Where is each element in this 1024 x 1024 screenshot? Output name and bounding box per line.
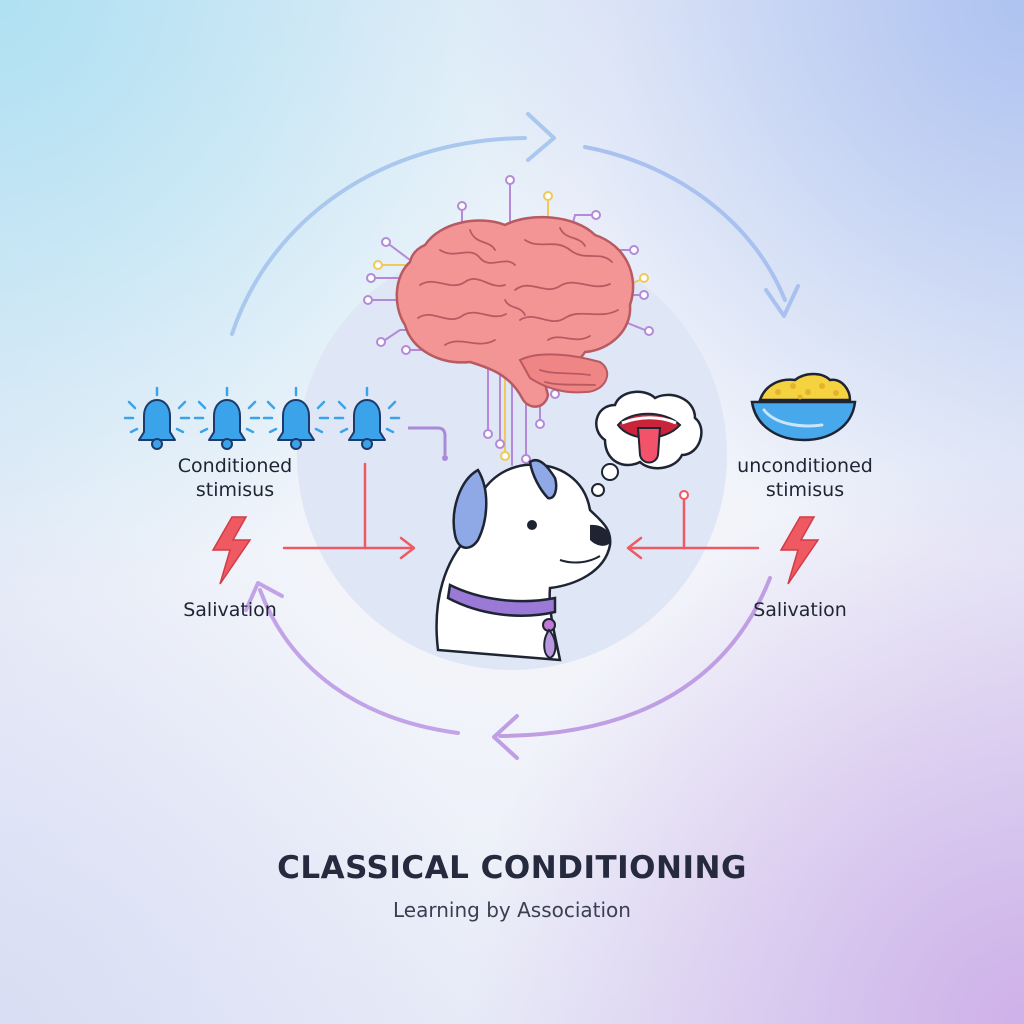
page-subtitle: Learning by Association — [393, 898, 631, 922]
unconditioned-stimulus-line2: stimisus — [765, 479, 845, 501]
dog-icon — [435, 459, 612, 662]
bell-icon — [333, 386, 401, 450]
bell-icon — [123, 386, 191, 450]
cycle-arrow-top-left — [230, 112, 556, 336]
food-bowl-icon — [750, 372, 857, 442]
unconditioned-stimulus-line1: unconditioned — [737, 455, 873, 477]
circuit-nodes — [363, 175, 654, 464]
lightning-icon — [779, 516, 820, 585]
red-arrow-right — [626, 498, 760, 560]
cycle-arrow-bottom-left — [244, 581, 460, 735]
left-salivation-label: Salivation — [183, 599, 277, 621]
bell-icon-group — [123, 386, 401, 450]
conditioned-stimulus-label: Conditioned stimisus — [140, 454, 330, 502]
bell-icon — [193, 386, 261, 450]
brain-icon — [395, 215, 635, 408]
bell-connector — [408, 426, 447, 455]
bell-icon — [262, 386, 330, 450]
red-arrow-left — [282, 462, 416, 560]
cycle-arrow-top-right — [583, 145, 800, 318]
conditioned-stimulus-line1: Conditioned — [177, 455, 293, 477]
cycle-arrow-bottom-right — [492, 576, 772, 760]
page-title: CLASSICAL CONDITIONING — [277, 850, 747, 886]
conditioned-stimulus-line2: stimisus — [195, 479, 275, 501]
mouth-tongue-icon — [616, 412, 682, 464]
right-salivation-label: Salivation — [753, 599, 847, 621]
lightning-icon — [211, 516, 252, 585]
unconditioned-stimulus-label: unconditioned stimisus — [715, 454, 895, 502]
